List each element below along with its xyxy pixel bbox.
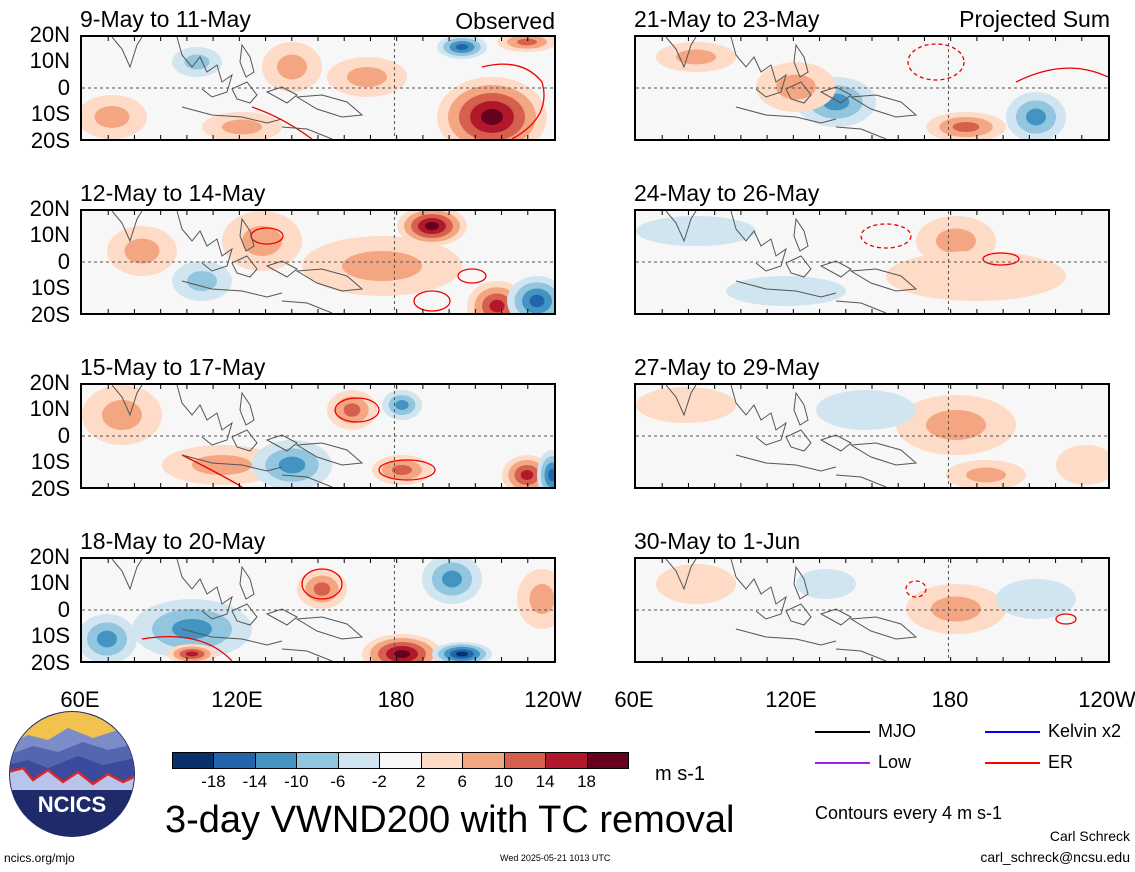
colorbar-swatch: [462, 752, 505, 769]
panel-title-right-3: 27-May to 29-May: [634, 354, 820, 380]
map-panel: [80, 557, 556, 663]
lat-label: 10N: [29, 48, 70, 73]
colorbar-label: 6: [457, 772, 467, 791]
map-graphic: [82, 559, 554, 661]
panel-title-left-3: 15-May to 17-May: [80, 354, 266, 380]
legend-line-mjo: [815, 731, 870, 733]
colorbar-swatch: [420, 752, 464, 769]
panel-title-right-4: 30-May to 1-Jun: [634, 528, 801, 554]
map-panel: [634, 557, 1110, 663]
lat-label: 20N: [29, 544, 70, 569]
lat-label: 10N: [29, 396, 70, 421]
colorbar-label: -2: [371, 772, 387, 791]
lat-label: 10N: [29, 222, 70, 247]
colorbar-swatch: [545, 752, 588, 769]
colorbar-label: -10: [284, 772, 309, 791]
lat-label: 20S: [30, 128, 70, 153]
legend-label-er: ER: [1048, 752, 1074, 772]
colorbar-label: -14: [242, 772, 268, 791]
lat-label: 10S: [30, 623, 70, 648]
lon-label: 120E: [765, 687, 817, 712]
lon-label: 60E: [60, 687, 100, 712]
legend: MJO Kelvin x2 Low ER: [815, 718, 1135, 778]
map-panel: [634, 383, 1110, 489]
colorbar-label: -18: [201, 772, 226, 791]
colorbar-swatch: [254, 752, 298, 769]
legend-line-low: [815, 762, 870, 764]
site-url: ncics.org/mjo: [4, 851, 75, 865]
map-graphic: [82, 211, 554, 313]
lat-label: 10S: [30, 449, 70, 474]
units-label: m s-1: [655, 763, 705, 785]
colorbar-swatch: [172, 752, 215, 769]
lat-label: 0: [57, 75, 70, 100]
map-graphic: [636, 385, 1108, 487]
colorbar-label: 14: [535, 772, 555, 791]
map-graphic: [82, 385, 554, 487]
colorbar-label: 10: [494, 772, 514, 791]
lat-label: 10N: [29, 570, 70, 595]
colorbar-swatch: [503, 752, 547, 769]
lat-label: 10S: [30, 275, 70, 300]
figure-title: 3-day VWND200 with TC removal: [165, 799, 735, 841]
map-panel: [80, 209, 556, 315]
panel-title-left-4: 18-May to 20-May: [80, 528, 266, 554]
lat-label: 20S: [30, 476, 70, 501]
colorbar-label: 18: [577, 772, 596, 791]
legend-label-mjo: MJO: [878, 721, 916, 741]
lat-label: 0: [57, 249, 70, 274]
lon-label: 60E: [614, 687, 654, 712]
map-panel: [80, 383, 556, 489]
map-graphic: [636, 559, 1108, 661]
lat-label: 20N: [29, 22, 70, 47]
lat-label: 10S: [30, 101, 70, 126]
colorbar-swatch: [586, 752, 629, 769]
lon-label: 180: [931, 687, 969, 712]
map-graphic: [636, 37, 1108, 139]
lat-label: 20S: [30, 650, 70, 675]
colorbar-label: -6: [330, 772, 346, 791]
colorbar-label: 2: [415, 772, 426, 791]
map-panel: [634, 209, 1110, 315]
colorbar-swatch: [296, 752, 339, 769]
lat-label: 20N: [29, 370, 70, 395]
lat-label: 0: [57, 597, 70, 622]
legend-label-kelvin: Kelvin x2: [1048, 721, 1122, 741]
legend-label-low: Low: [878, 752, 912, 772]
panel-title-left-2: 12-May to 14-May: [80, 180, 266, 206]
author-name: Carl Schreck: [1049, 828, 1130, 844]
map-panel: [80, 35, 556, 141]
ncics-logo: NCICS: [8, 710, 136, 838]
map-graphic: [82, 37, 554, 139]
panel-title-left-1: 9-May to 11-May: [80, 6, 251, 32]
logo-text: NCICS: [38, 792, 106, 817]
map-panel: [634, 35, 1110, 141]
timestamp: Wed 2025-05-21 1013 UTC: [500, 853, 611, 863]
lon-label: 120E: [211, 687, 263, 712]
colorbar: [172, 752, 629, 772]
colorbar-swatch: [213, 752, 256, 769]
map-graphic: [636, 211, 1108, 313]
colorbar-swatch: [379, 752, 422, 769]
lat-label: 20N: [29, 196, 70, 221]
lat-label: 0: [57, 423, 70, 448]
colorbar-swatch: [337, 752, 381, 769]
lon-label: 180: [377, 687, 415, 712]
lat-label: 20S: [30, 302, 70, 327]
panel-tag-observed: Observed: [455, 8, 555, 34]
panel-title-right-1: 21-May to 23-May: [634, 6, 820, 32]
panel-tag-projected: Projected Sum: [959, 6, 1110, 32]
author-email: carl_schreck@ncsu.edu: [980, 849, 1130, 865]
lon-label: 120W: [524, 687, 582, 712]
legend-line-er: [985, 762, 1040, 764]
lon-label: 120W: [1078, 687, 1135, 712]
panel-title-right-2: 24-May to 26-May: [634, 180, 820, 206]
legend-line-kelvin: [985, 731, 1040, 733]
contour-note: Contours every 4 m s-1: [815, 803, 1003, 823]
